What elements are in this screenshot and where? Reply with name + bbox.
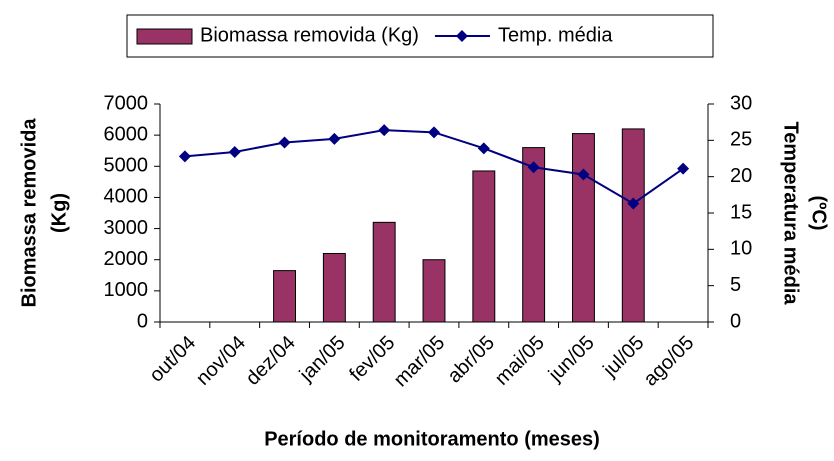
y2-axis-title: (ºC) [808, 195, 830, 230]
marker [527, 161, 540, 174]
marker [677, 162, 690, 175]
x-axis-title: Período de monitoramento (meses) [264, 428, 600, 450]
x-tick-label: mar/05 [390, 332, 450, 392]
y-tick-label: 3000 [104, 217, 149, 239]
y2-tick-label: 25 [730, 129, 752, 151]
legend-label: Temp. média [498, 24, 613, 46]
y2-tick-label: 20 [730, 165, 752, 187]
marker [428, 126, 440, 139]
bar [322, 252, 346, 323]
y-tick-label: 5000 [104, 155, 149, 177]
y-tick-label: 6000 [104, 123, 149, 145]
marker [228, 145, 241, 158]
marker [328, 132, 341, 145]
x-tick-label: jun/05 [544, 332, 599, 387]
bar [372, 221, 396, 323]
y2-tick-label: 5 [730, 274, 741, 296]
bar [522, 147, 546, 323]
bar [273, 270, 297, 323]
y-tick-label: 4000 [104, 186, 149, 208]
legend-box [126, 14, 714, 58]
x-tick-label: abr/05 [443, 332, 499, 388]
y-axis-title: Biomassa removida [18, 118, 40, 308]
y-axis-title: (Kg) [48, 193, 70, 233]
marker [278, 136, 291, 149]
legend-swatch [136, 28, 193, 45]
bar [571, 133, 595, 323]
y-tick-label: 1000 [104, 279, 149, 301]
y2-tick-label: 15 [730, 201, 752, 223]
y-tick-label: 2000 [104, 248, 149, 270]
x-tick-label: ago/05 [640, 332, 699, 391]
x-tick-label: jan/05 [295, 332, 350, 387]
marker [477, 142, 490, 155]
y-tick-label: 7000 [104, 92, 149, 114]
bar [422, 259, 446, 323]
bar [621, 128, 645, 323]
y2-tick-label: 0 [730, 310, 741, 332]
marker [577, 168, 590, 181]
marker [627, 197, 640, 210]
x-tick-label: dez/04 [242, 332, 300, 390]
marker [378, 124, 391, 137]
y2-axis-title: Temperatura média [780, 121, 802, 305]
y2-tick-label: 10 [730, 238, 752, 260]
legend-label: Biomassa removida (Kg) [200, 24, 419, 46]
marker [178, 150, 191, 163]
y-tick-label: 0 [137, 310, 148, 332]
x-tick-label: out/04 [145, 332, 200, 387]
legend-marker [455, 30, 468, 42]
x-tick-label: mai/05 [491, 332, 549, 390]
bar [472, 170, 496, 323]
x-tick-label: nov/04 [192, 332, 250, 390]
y2-tick-label: 30 [730, 92, 752, 114]
line [184, 129, 684, 205]
